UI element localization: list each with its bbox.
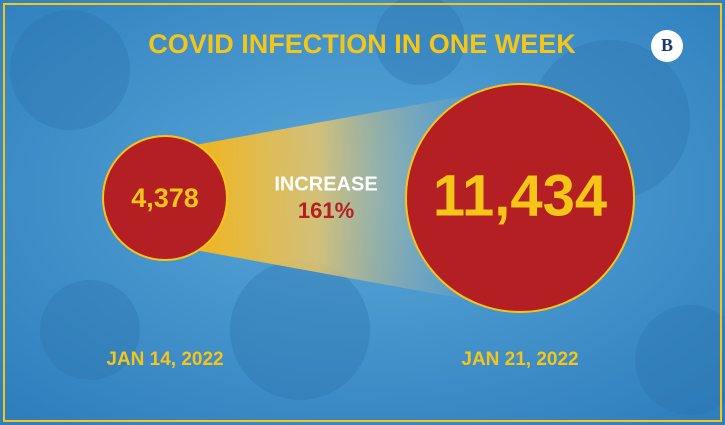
frame [3,3,722,422]
before-value: 4,378 [131,183,199,213]
before-circle [102,135,228,261]
virus-decoration [10,0,725,415]
logo-badge [651,30,683,62]
after-circle [405,83,635,313]
after-date: JAN 21, 2022 [461,349,578,370]
increase-value: 161% [298,198,354,223]
title: COVID INFECTION IN ONE WEEK [148,29,576,59]
before-date: JAN 14, 2022 [106,349,223,370]
increase-wedge [195,95,470,300]
logo: B [661,35,673,55]
increase-label: INCREASE [274,173,377,195]
after-value: 11,434 [433,163,607,228]
